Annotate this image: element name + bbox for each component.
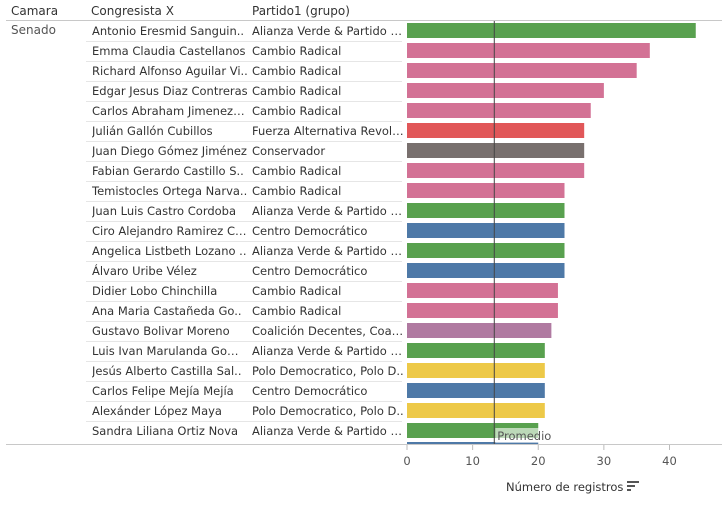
row-divider	[86, 161, 402, 162]
sort-descending-icon[interactable]	[627, 480, 641, 492]
bar[interactable]	[407, 243, 565, 258]
row-divider	[86, 261, 402, 262]
bar[interactable]	[407, 223, 565, 238]
bar[interactable]	[407, 283, 558, 298]
row-divider	[86, 221, 402, 222]
reference-line-label: Promedio	[497, 429, 551, 443]
row-divider	[86, 201, 402, 202]
x-tick-label: 0	[403, 454, 410, 468]
camara-value: Senado	[11, 23, 56, 37]
row-divider	[86, 81, 402, 82]
row-divider	[86, 241, 402, 242]
row-divider	[86, 101, 402, 102]
row-divider	[86, 321, 402, 322]
row-divider	[86, 141, 402, 142]
bar[interactable]	[407, 163, 585, 178]
bar[interactable]	[407, 343, 545, 358]
row-divider	[86, 181, 402, 182]
x-tick-label: 40	[662, 454, 677, 468]
x-tick-label: 10	[465, 454, 480, 468]
bar[interactable]	[407, 203, 565, 218]
x-tick-label: 20	[531, 454, 546, 468]
axis-divider	[6, 444, 722, 445]
row-divider	[86, 41, 402, 42]
row-divider	[86, 401, 402, 402]
bar[interactable]	[407, 43, 650, 58]
header-partido[interactable]: Partido1 (grupo)	[252, 4, 350, 18]
header-congresista[interactable]: Congresista X	[91, 4, 174, 18]
row-divider	[86, 421, 402, 422]
header-divider	[6, 20, 722, 21]
bar-partial	[407, 442, 539, 444]
row-divider	[86, 61, 402, 62]
header-camara[interactable]: Camara	[11, 4, 59, 18]
row-divider	[86, 361, 402, 362]
bar[interactable]	[407, 323, 552, 338]
row-divider	[86, 121, 402, 122]
bar[interactable]	[407, 363, 545, 378]
bar[interactable]	[407, 123, 585, 138]
bar[interactable]	[407, 383, 545, 398]
row-divider	[86, 301, 402, 302]
row-divider	[86, 341, 402, 342]
reference-label-bg	[495, 428, 552, 443]
bar[interactable]	[407, 143, 585, 158]
bar[interactable]	[407, 63, 637, 78]
x-axis-label[interactable]: Número de registros	[506, 480, 624, 494]
row-divider	[86, 381, 402, 382]
bar[interactable]	[407, 83, 604, 98]
bar[interactable]	[407, 303, 558, 318]
bar[interactable]	[407, 23, 696, 38]
row-divider	[86, 281, 402, 282]
x-tick-label: 30	[597, 454, 612, 468]
bar[interactable]	[407, 263, 565, 278]
bar[interactable]	[407, 103, 591, 118]
bar[interactable]	[407, 183, 565, 198]
bar[interactable]	[407, 403, 545, 418]
